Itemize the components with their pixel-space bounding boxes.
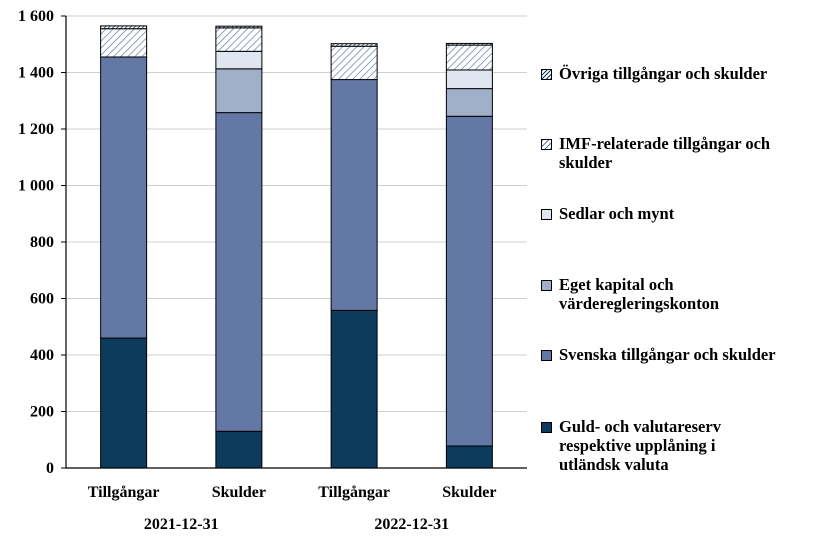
legend: Övriga tillgångar och skulder IMF-relate… (541, 0, 824, 540)
x-group-label: 2021-12-31 (144, 516, 219, 533)
x-axis-labels: Tillgångar Skulder Tillgångar Skulder 2021-1… (88, 484, 497, 533)
legend-swatch-guld (541, 422, 552, 433)
legend-swatch-imf (541, 139, 552, 150)
bar-segment-ovriga-tillgangar-och-skulder (215, 25, 263, 29)
y-tick-label: 1 000 (18, 178, 54, 195)
bar-stacks (100, 25, 493, 469)
legend-swatch-ovriga (541, 69, 552, 80)
bar-segment-imf-relaterade-tillgangar-och-skulder (330, 45, 378, 81)
y-tick-label: 1 200 (18, 121, 54, 138)
y-tick-label: 1 400 (18, 65, 54, 82)
x-category-label: Skulder (212, 484, 266, 501)
legend-label-ovriga: Övriga tillgångar och skulder (559, 64, 768, 83)
bar-segment-ovriga-tillgangar-och-skulder (100, 25, 148, 30)
bar-segment-ovriga-tillgangar-och-skulder (330, 43, 378, 47)
bar-segment-svenska-tillgangar-och-skulder (215, 112, 263, 432)
bar-segment-imf-relaterade-tillgangar-och-skulder (100, 28, 148, 58)
x-category-label: Tillgångar (318, 484, 390, 501)
bar-segment-imf-relaterade-tillgangar-och-skulder (215, 27, 263, 52)
y-tick-label: 0 (46, 460, 54, 477)
axes (65, 16, 527, 469)
bar-segment-svenska-tillgangar-och-skulder (445, 115, 493, 447)
x-category-label: Skulder (442, 484, 496, 501)
legend-item-sedlar: Sedlar och mynt (541, 204, 674, 223)
bar-segment-imf-relaterade-tillgangar-och-skulder (445, 44, 493, 71)
legend-swatch-sedlar (541, 209, 552, 220)
bar-segment-guld-och-valutareserv-respektive-upplaning-i-utlandsk-valuta (445, 445, 493, 469)
x-group-label: 2022-12-31 (374, 516, 449, 533)
bar-segment-eget-kapital-och-varderegleringskonton (215, 68, 263, 114)
legend-swatch-eget-kapital (541, 280, 552, 291)
legend-item-eget-kapital: Eget kapital och värderegleringskonton (541, 275, 719, 313)
y-tick-label: 400 (30, 347, 54, 364)
y-tick-label: 200 (30, 404, 54, 421)
legend-label-imf: IMF-relaterade tillgångar och skulder (559, 134, 771, 172)
y-tick-label: 1 600 (18, 8, 54, 25)
y-tick-label: 600 (30, 291, 54, 308)
bar-segment-guld-och-valutareserv-respektive-upplaning-i-utlandsk-valuta (100, 337, 148, 469)
legend-item-guld: Guld- och valutareserv respektive upplån… (541, 417, 721, 474)
bar-segment-ovriga-tillgangar-och-skulder (445, 42, 493, 46)
legend-item-ovriga: Övriga tillgångar och skulder (541, 64, 767, 83)
bar-segment-guld-och-valutareserv-respektive-upplaning-i-utlandsk-valuta (330, 309, 378, 469)
bar-segment-eget-kapital-och-varderegleringskonton (445, 88, 493, 117)
legend-item-svenska: Svenska tillgångar och skulder (541, 345, 776, 364)
legend-swatch-svenska (541, 350, 552, 361)
legend-label-guld: Guld- och valutareserv respektive upplån… (559, 417, 721, 474)
bar-segment-svenska-tillgangar-och-skulder (100, 56, 148, 339)
bar-segment-guld-och-valutareserv-respektive-upplaning-i-utlandsk-valuta (215, 430, 263, 469)
y-tick-label: 800 (30, 234, 54, 251)
bar-segment-sedlar-och-mynt (445, 69, 493, 90)
legend-item-imf: IMF-relaterade tillgångar och skulder (541, 134, 770, 172)
legend-label-sedlar: Sedlar och mynt (559, 204, 675, 223)
x-category-label: Tillgångar (88, 484, 160, 501)
legend-label-eget-kapital: Eget kapital och värderegleringskonton (559, 275, 720, 313)
bar-segment-sedlar-och-mynt (215, 50, 263, 70)
y-axis-ticks: 0 200 400 600 800 1 000 1 200 1 400 1 600 (18, 8, 66, 477)
bar-segment-svenska-tillgangar-och-skulder (330, 79, 378, 311)
legend-label-svenska: Svenska tillgångar och skulder (559, 345, 776, 364)
